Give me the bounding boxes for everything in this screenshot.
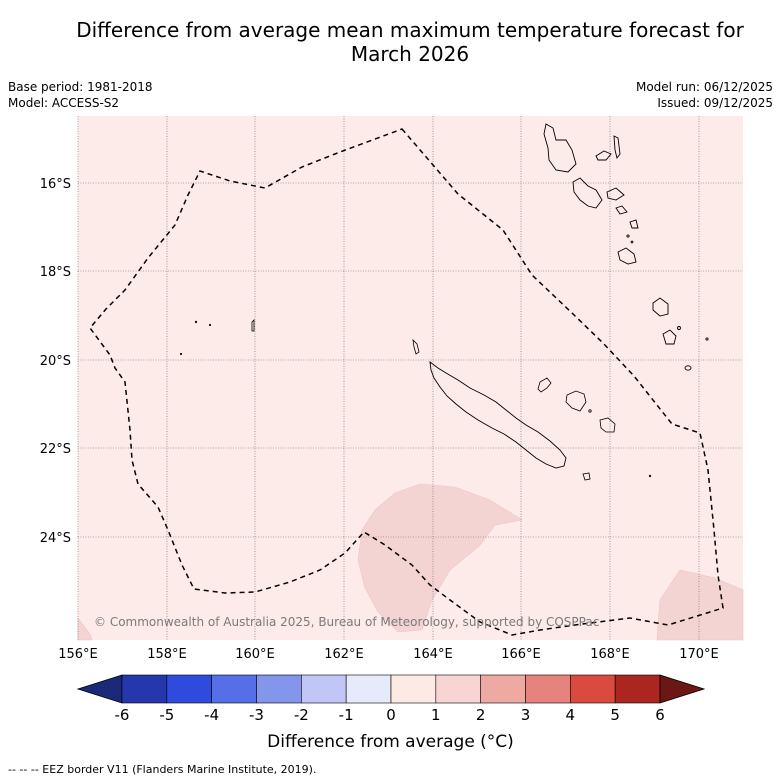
tanna-island xyxy=(662,329,677,345)
meta-right: Model run: 06/12/2025 Issued: 09/12/2025 xyxy=(636,79,773,111)
lat-label-22s: 22°S xyxy=(40,442,71,457)
vanuatu-islet-2 xyxy=(630,240,634,244)
colorbar-tick-5: -1 xyxy=(339,706,354,724)
lon-label-170e: 170°E xyxy=(679,647,719,662)
lon-label-156e: 156°E xyxy=(58,647,98,662)
colorbar-swatch-9 xyxy=(525,674,571,704)
colorbar-swatch-6 xyxy=(390,674,437,704)
colorbar-tick-3: -3 xyxy=(249,706,264,724)
anomaly-patch-southeast xyxy=(656,569,744,641)
model-run: Model run: 06/12/2025 xyxy=(635,80,773,94)
new-caledonia-grande-terre xyxy=(429,361,567,469)
title-line-2: March 2026 xyxy=(350,42,470,66)
copyright-notice: © Commonwealth of Australia 2025, Bureau… xyxy=(94,615,599,629)
lon-label-166e: 166°E xyxy=(501,647,541,662)
colorbar-swatch-2 xyxy=(211,674,257,704)
lon-label-164e: 164°E xyxy=(413,647,453,662)
chesterfield-reefs xyxy=(179,319,255,356)
colorbar-swatch-11 xyxy=(614,674,661,704)
futuna-islet xyxy=(705,337,709,341)
espiritu-santo xyxy=(543,123,577,173)
loyalty-islands xyxy=(537,377,652,478)
erromango-island xyxy=(652,297,669,317)
model-name: Model: ACCESS-S2 xyxy=(8,96,120,110)
colorbar-swatch-3 xyxy=(256,674,302,704)
lon-label-168e: 168°E xyxy=(590,647,630,662)
colorbar-tick-7: 1 xyxy=(431,706,441,724)
graticule xyxy=(77,116,743,640)
lon-label-160e: 160°E xyxy=(235,647,275,662)
epi-island xyxy=(615,205,628,215)
eez-boundary xyxy=(89,128,724,636)
colorbar-tick-6: 0 xyxy=(386,706,396,724)
belep-islands xyxy=(412,338,420,355)
colorbar-swatch-10 xyxy=(570,674,616,704)
anomaly-patch-southwest xyxy=(77,617,93,641)
base-period: Base period: 1981-2018 xyxy=(8,80,153,94)
colorbar-tick-8: 2 xyxy=(476,706,486,724)
maewo-island xyxy=(595,150,612,161)
colorbar-swatch-8 xyxy=(480,674,526,704)
walpole-islet xyxy=(648,474,652,478)
reef-islet-1 xyxy=(194,320,198,324)
colorbar: -6 -5 -4 -3 -2 -1 0 1 2 3 4 5 6 xyxy=(76,674,706,724)
warm-anomaly-areas xyxy=(77,483,744,641)
colorbar-tick-2: -4 xyxy=(204,706,219,724)
isle-of-pines xyxy=(582,472,591,481)
colorbar-extend-low xyxy=(76,674,123,704)
colorbar-swatch-1 xyxy=(166,674,212,704)
colorbar-tick-10: 4 xyxy=(566,706,576,724)
reef-islet-3 xyxy=(179,352,183,356)
colorbar-swatch-7 xyxy=(435,674,481,704)
title-line-1: Difference from average mean maximum tem… xyxy=(76,18,744,42)
colorbar-swatch-5 xyxy=(345,674,392,704)
ambrym-island xyxy=(606,187,625,201)
aneityum-island xyxy=(684,365,692,371)
reef-islet-2 xyxy=(208,323,212,327)
colorbar-tick-0: -6 xyxy=(115,706,130,724)
anomaly-patch-south-center xyxy=(357,483,523,633)
colorbar-tick-9: 3 xyxy=(521,706,531,724)
colorbar-swatch-4 xyxy=(301,674,347,704)
colorbar-title: Difference from average (°C) xyxy=(267,732,514,752)
lat-label-18s: 18°S xyxy=(40,265,71,280)
vanuatu-islet-1 xyxy=(626,234,630,238)
efate-island xyxy=(617,247,637,265)
colorbar-tick-12: 6 xyxy=(655,706,665,724)
longitude-labels: 156°E 158°E 160°E 162°E 164°E 166°E 168°… xyxy=(58,647,719,662)
lifou-island xyxy=(565,390,587,412)
ouvea-island xyxy=(537,377,552,393)
latitude-labels: 16°S 18°S 20°S 22°S 24°S xyxy=(40,177,71,546)
meta-left: Base period: 1981-2018 Model: ACCESS-S2 xyxy=(8,79,153,111)
map-title: Difference from average mean maximum tem… xyxy=(40,18,780,66)
tongoa-island xyxy=(629,219,639,229)
vanuatu-islands xyxy=(543,123,709,371)
aniwa-islet xyxy=(677,326,681,330)
lat-label-20s: 20°S xyxy=(40,354,71,369)
colorbar-swatch-0 xyxy=(121,674,168,704)
colorbar-tick-1: -5 xyxy=(159,706,174,724)
tiga-islet xyxy=(588,409,592,413)
colorbar-tick-11: 5 xyxy=(610,706,620,724)
eez-legend-note: -- -- -- EEZ border V11 (Flanders Marine… xyxy=(8,763,317,776)
lon-label-158e: 158°E xyxy=(147,647,187,662)
lat-label-24s: 24°S xyxy=(40,531,71,546)
colorbar-tick-4: -2 xyxy=(294,706,309,724)
malakula-island xyxy=(572,177,603,209)
lat-label-16s: 16°S xyxy=(40,177,71,192)
colorbar-extend-high xyxy=(659,674,706,704)
lon-label-162e: 162°E xyxy=(324,647,364,662)
mare-island xyxy=(599,417,616,433)
chesterfield-reef xyxy=(251,319,255,332)
issued-date: Issued: 09/12/2025 xyxy=(657,96,773,110)
ambae-island xyxy=(613,135,621,160)
